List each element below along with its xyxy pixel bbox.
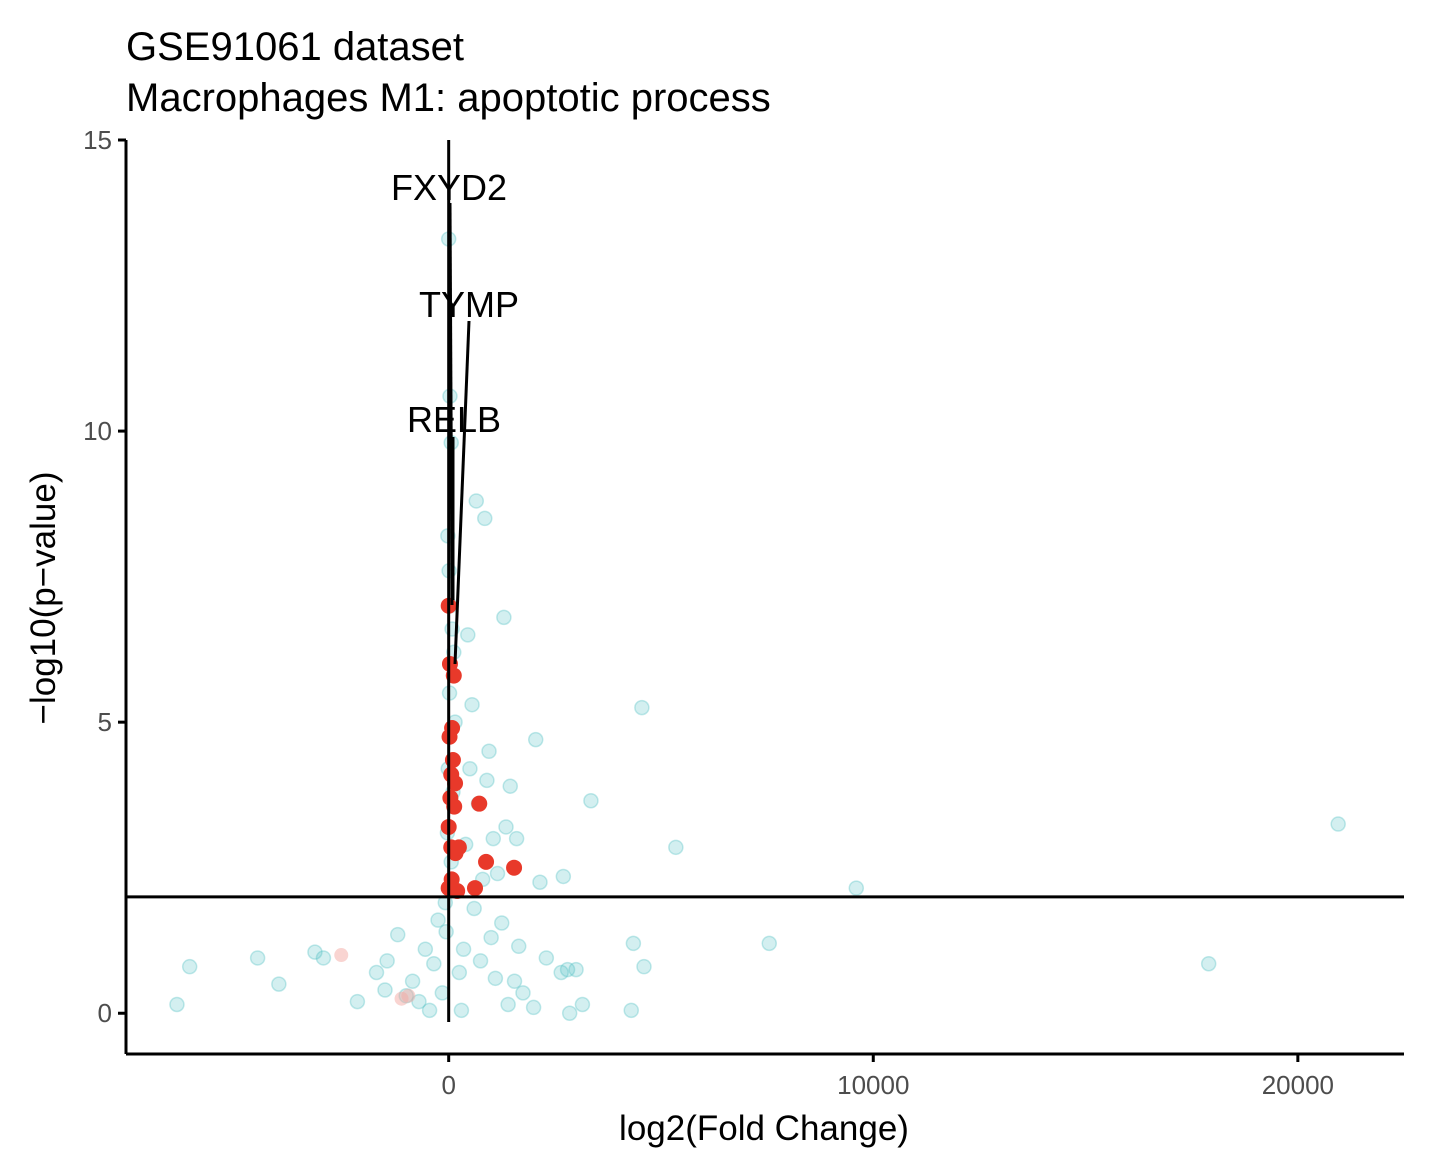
y-tick-label: 0 [98, 998, 112, 1028]
data-point-highlight [506, 859, 523, 876]
data-point [169, 996, 185, 1013]
y-tick-label: 15 [83, 125, 112, 155]
data-point-highlight [467, 880, 484, 897]
data-point [472, 953, 489, 969]
data-point [500, 996, 516, 1013]
data-point [496, 609, 512, 626]
data-point [368, 964, 385, 981]
data-point-pale [401, 988, 416, 1003]
gene-label: RELB [407, 399, 501, 440]
chart-subtitle: Macrophages M1: apoptotic process [126, 76, 771, 120]
gene-annotations: FXYD2 TYMP RELB [391, 167, 519, 665]
data-point [462, 760, 478, 777]
data-point [426, 956, 442, 972]
y-tick-label: 5 [98, 707, 112, 737]
data-point [506, 973, 523, 989]
data-point [481, 743, 497, 760]
data-point [468, 493, 485, 509]
data-point [181, 958, 198, 975]
data-point [498, 819, 514, 835]
data-point [477, 510, 493, 527]
data-point [559, 961, 576, 978]
data-point [515, 985, 531, 1001]
gene-label: FXYD2 [391, 167, 507, 208]
data-point [502, 778, 518, 794]
data-point-highlight [471, 795, 488, 812]
data-point [487, 970, 504, 987]
data-point [460, 627, 476, 643]
reference-lines [126, 140, 1404, 1022]
data-point [379, 953, 395, 969]
data-point [848, 880, 865, 896]
data-point [538, 950, 555, 966]
leader-line [453, 320, 471, 665]
y-tick-label: 10 [83, 416, 112, 446]
data-point [527, 731, 544, 748]
data-point [561, 1005, 578, 1021]
data-point [389, 926, 406, 943]
x-tick-label: 10000 [837, 1070, 909, 1100]
data-point [421, 1002, 438, 1019]
data-point-highlight [447, 775, 464, 792]
data-point [489, 865, 506, 882]
axes: 0 5 10 15 0 10000 20000 [83, 125, 1404, 1100]
data-point [568, 961, 584, 978]
data-point [464, 696, 480, 713]
data-point [271, 976, 287, 992]
x-tick-label: 0 [441, 1070, 455, 1100]
data-point [625, 935, 642, 952]
data-point [249, 950, 266, 966]
data-point [555, 868, 572, 885]
data-point [483, 929, 499, 946]
data-point [466, 900, 482, 917]
data-point [404, 973, 421, 989]
data-point [634, 699, 650, 716]
data-point [455, 941, 472, 957]
data-point [583, 793, 599, 809]
data-point [553, 964, 569, 981]
data-point [377, 982, 393, 998]
data-point-highlight [478, 853, 495, 870]
data-point [451, 964, 468, 981]
data-point [494, 915, 510, 931]
data-point [485, 830, 502, 847]
data-point-highlight [446, 798, 463, 815]
data-point [668, 839, 684, 856]
data-point [1200, 956, 1217, 972]
data-point [532, 874, 548, 891]
data-point [315, 950, 332, 966]
data-point [349, 993, 366, 1010]
data-point-highlight [450, 839, 467, 856]
data-point-pale [334, 948, 349, 963]
data-point [525, 999, 542, 1016]
data-point [1330, 816, 1346, 832]
data-point [636, 958, 652, 975]
x-axis-title: log2(Fold Change) [619, 1109, 909, 1148]
y-axis-title: −log10(p−value) [24, 472, 63, 725]
data-point [574, 996, 591, 1013]
data-point [307, 944, 323, 960]
chart-title: GSE91061 dataset [126, 25, 464, 69]
data-point [508, 830, 525, 847]
data-point [438, 923, 454, 940]
data-point [417, 941, 434, 957]
data-point [510, 938, 527, 955]
data-point [623, 1002, 640, 1019]
data-point [453, 1002, 470, 1019]
x-tick-label: 20000 [1262, 1070, 1334, 1100]
data-point [430, 912, 446, 928]
data-point [479, 772, 495, 789]
points-layer [169, 231, 1346, 1021]
data-point [761, 935, 777, 952]
gene-label: TYMP [419, 284, 519, 325]
